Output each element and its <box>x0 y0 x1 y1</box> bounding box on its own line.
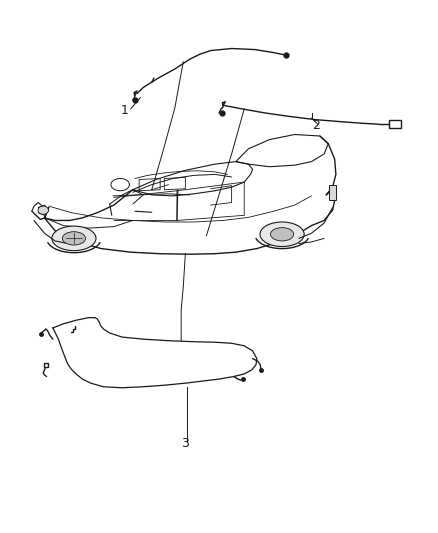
Ellipse shape <box>260 222 304 247</box>
Ellipse shape <box>52 226 96 251</box>
Ellipse shape <box>38 206 49 214</box>
Ellipse shape <box>62 232 85 245</box>
Text: 2: 2 <box>312 119 320 132</box>
Text: 1: 1 <box>120 104 128 117</box>
FancyBboxPatch shape <box>389 120 401 128</box>
Text: 3: 3 <box>181 437 189 449</box>
Ellipse shape <box>271 228 293 241</box>
FancyBboxPatch shape <box>329 184 336 200</box>
